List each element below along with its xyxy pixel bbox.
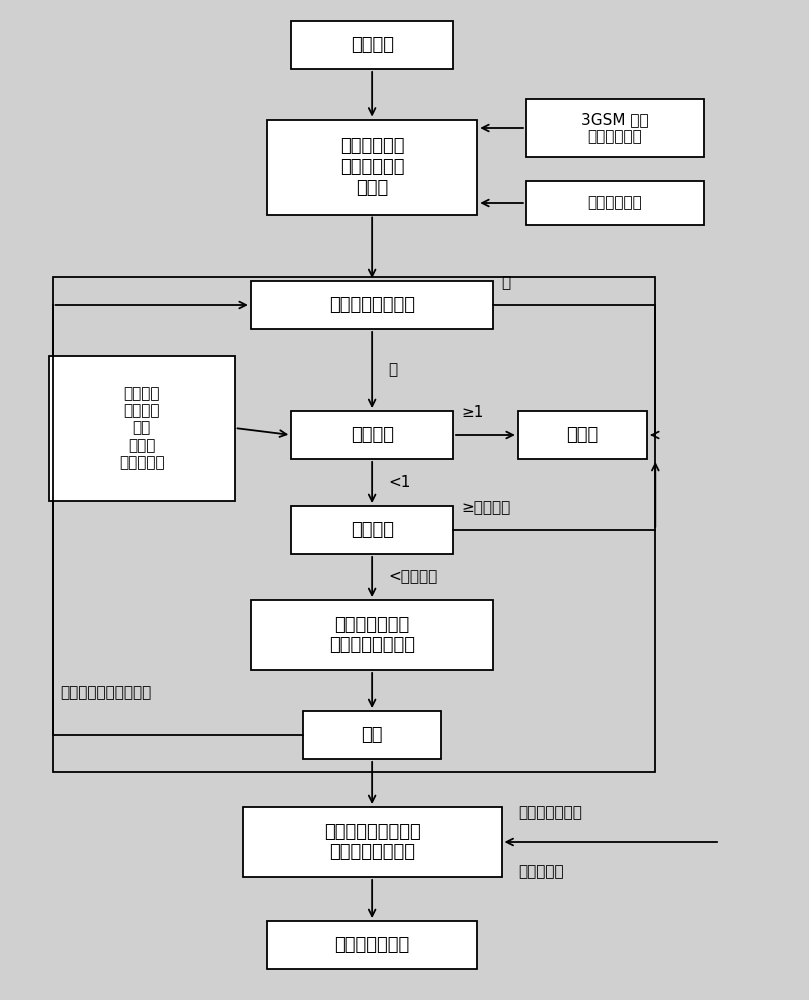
Bar bbox=[49, 356, 235, 501]
Text: 贯通系数: 贯通系数 bbox=[350, 426, 394, 444]
Text: 工程岩体: 工程岩体 bbox=[350, 36, 394, 54]
Bar bbox=[303, 711, 441, 759]
Text: 3GSM 数字
摄影测量技术: 3GSM 数字 摄影测量技术 bbox=[581, 112, 649, 144]
Bar bbox=[251, 600, 493, 670]
Bar bbox=[251, 281, 493, 329]
Text: 搜索出关键块体: 搜索出关键块体 bbox=[334, 936, 410, 954]
Text: 岩体结构面调
查及其几何参
数统计: 岩体结构面调 查及其几何参 数统计 bbox=[340, 137, 404, 197]
Text: 否: 否 bbox=[502, 275, 510, 290]
Text: 贯通强度最小的
一组非贯通结构面: 贯通强度最小的 一组非贯通结构面 bbox=[329, 616, 415, 654]
Text: 不贯通: 不贯通 bbox=[566, 426, 599, 444]
Text: 贯通强度: 贯通强度 bbox=[350, 521, 394, 539]
Bar bbox=[53, 277, 655, 772]
Text: 是: 是 bbox=[388, 363, 397, 378]
Bar bbox=[291, 411, 453, 459]
Text: <1: <1 bbox=[388, 475, 411, 490]
Text: 钒孔摄像技术: 钒孔摄像技术 bbox=[587, 196, 642, 211]
Bar bbox=[518, 411, 647, 459]
Text: 贯通: 贯通 bbox=[362, 726, 383, 744]
Text: 建立工程岩体三维可
视化块体分析模型: 建立工程岩体三维可 视化块体分析模型 bbox=[324, 823, 421, 861]
Text: 非贯通结构面识别: 非贯通结构面识别 bbox=[329, 296, 415, 314]
Text: <实际强度: <实际强度 bbox=[388, 570, 438, 584]
Bar bbox=[526, 181, 704, 225]
Bar bbox=[267, 119, 477, 215]
Bar bbox=[267, 921, 477, 969]
Text: ≥1: ≥1 bbox=[461, 405, 484, 420]
Bar bbox=[243, 807, 502, 877]
Text: 作为两条独立的: 作为两条独立的 bbox=[518, 805, 582, 820]
Bar bbox=[526, 99, 704, 157]
Bar bbox=[291, 21, 453, 69]
Text: 结构面考虑: 结构面考虑 bbox=[518, 864, 563, 879]
Text: 作为连通的结构面考虑: 作为连通的结构面考虑 bbox=[61, 685, 152, 700]
Bar bbox=[291, 506, 453, 554]
Text: 岩桥倾角
摩擦系数
围压
连通率
结构面倾角: 岩桥倾角 摩擦系数 围压 连通率 结构面倾角 bbox=[119, 386, 164, 470]
Text: ≥实际强度: ≥实际强度 bbox=[461, 500, 510, 515]
